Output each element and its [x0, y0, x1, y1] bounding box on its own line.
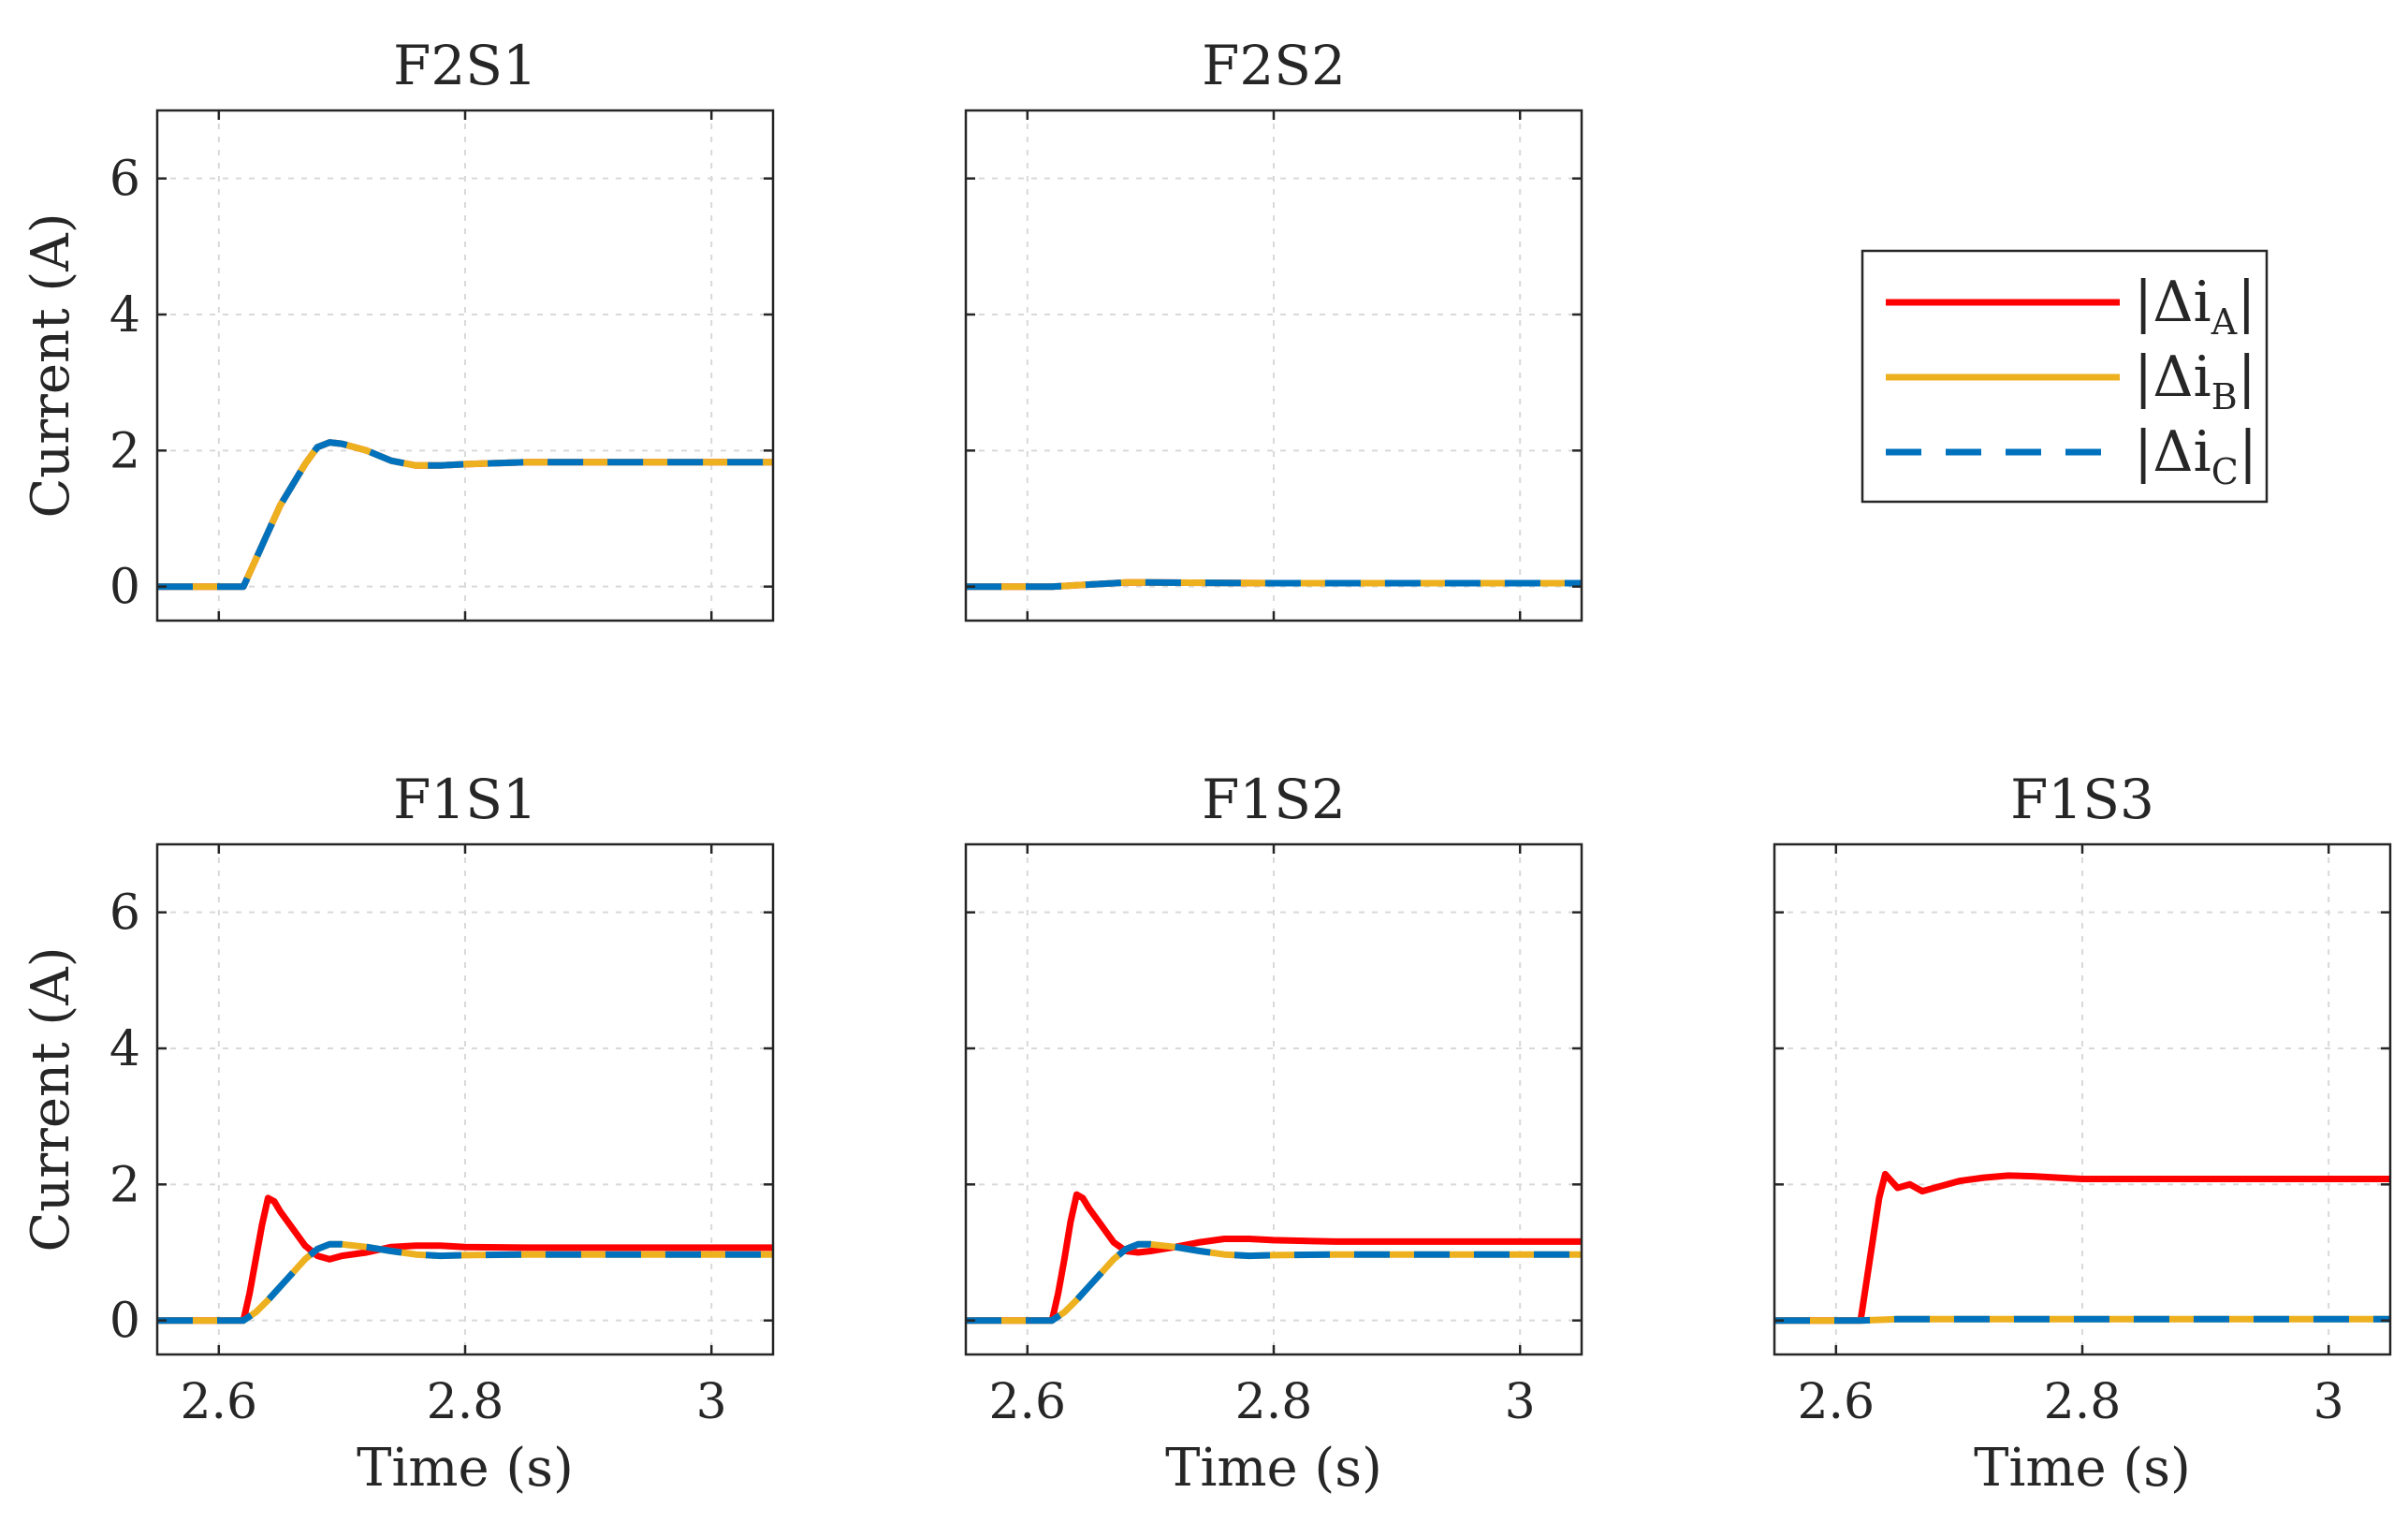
legend-label-suffix: | [2238, 344, 2256, 410]
series-line-c [966, 1240, 1582, 1325]
plot-area [966, 578, 1582, 591]
panel-f1s2: 2.6 2.8 3 Time (s) F1S2 [964, 768, 1583, 1499]
plot-area [157, 439, 773, 591]
panel-f2s1: 0 2 4 6 Current (A) F2S1 [21, 34, 775, 622]
legend-label-text: |Δi [2134, 344, 2211, 410]
series-line-a [966, 1191, 1582, 1325]
legend-label-suffix: | [2237, 270, 2255, 335]
y-tick-label: 2 [109, 423, 140, 479]
series-line-a [157, 1194, 773, 1325]
y-tick-label: 2 [109, 1157, 140, 1213]
series-line-c [1774, 1315, 2390, 1325]
panel-title: F1S3 [2010, 768, 2154, 831]
x-tick-label: 3 [696, 1374, 727, 1430]
y-axis-label: Current (A) [21, 212, 81, 518]
y-tick-label: 0 [109, 560, 140, 616]
x-axis-label: Time (s) [1974, 1438, 2191, 1499]
legend-label-text: |Δi [2134, 270, 2211, 335]
x-tick-label: 2.6 [180, 1374, 257, 1430]
y-tick-label: 4 [109, 1021, 140, 1077]
legend-label-text: |Δi [2134, 419, 2211, 485]
series-line-c [966, 578, 1582, 591]
x-tick-label: 2.8 [427, 1374, 504, 1430]
legend-label-a: |ΔiA| [2134, 270, 2255, 343]
y-axis-label: Current (A) [21, 946, 81, 1252]
x-tick-label: 3 [1505, 1374, 1536, 1430]
series-line-c [157, 1240, 773, 1325]
panel-title: F2S1 [393, 34, 537, 97]
panel-f2s2: F2S2 [964, 34, 1583, 622]
x-tick-label: 2.6 [988, 1374, 1066, 1430]
legend-label-b: |ΔiB| [2134, 344, 2256, 417]
x-axis-label: Time (s) [357, 1438, 574, 1499]
series-line-c [157, 439, 773, 591]
y-tick-label: 4 [109, 287, 140, 344]
legend-label-subscript: A [2211, 301, 2238, 343]
x-tick-label: 3 [2313, 1374, 2344, 1430]
y-tick-label: 6 [109, 886, 140, 942]
y-tick-label: 0 [109, 1294, 140, 1350]
panel-f1s1: 0 2 4 6 2.6 2.8 3 Time (s) Current (A) F1S1 [21, 768, 775, 1499]
x-tick-label: 2.8 [1235, 1374, 1313, 1430]
panel-title: F1S2 [1202, 768, 1346, 831]
legend: |ΔiA||ΔiB||ΔiC| [1861, 249, 2269, 504]
legend-label-subscript: B [2211, 376, 2238, 417]
plot-area [157, 1194, 773, 1325]
legend-label-c: |ΔiC| [2134, 419, 2257, 492]
legend-label-subscript: C [2211, 451, 2239, 492]
plot-area [966, 1191, 1582, 1325]
y-tick-label: 6 [109, 152, 140, 208]
panel-f1s3: 2.6 2.8 3 Time (s) F1S3 [1773, 768, 2392, 1499]
panel-title: F1S1 [393, 768, 537, 831]
x-tick-label: 2.8 [2044, 1374, 2122, 1430]
series-line-a [1774, 1170, 2390, 1325]
panel-title: F2S2 [1202, 34, 1346, 97]
x-axis-label: Time (s) [1165, 1438, 1382, 1499]
x-tick-label: 2.6 [1797, 1374, 1875, 1430]
legend-label-suffix: | [2239, 419, 2257, 485]
plot-area [1774, 1170, 2390, 1325]
